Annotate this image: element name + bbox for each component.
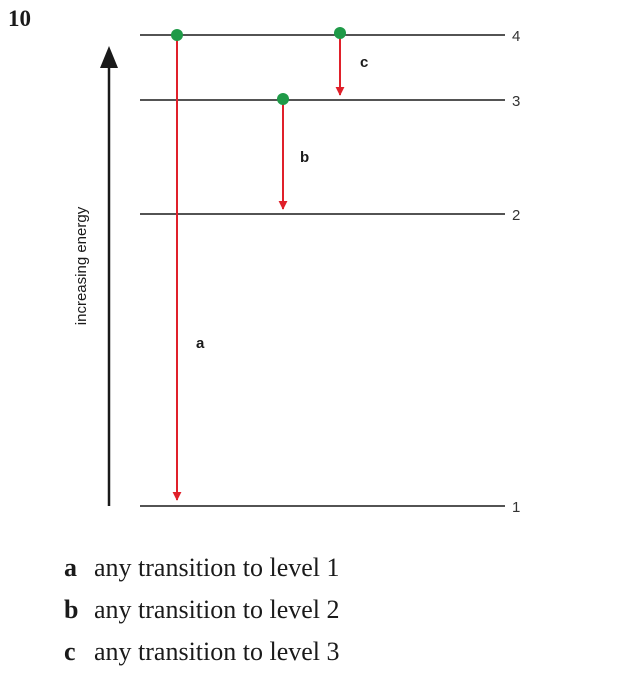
question-number: 10 (8, 6, 31, 31)
energy-level-label-1: 1 (512, 499, 520, 516)
answer-text: any transition to level 2 (94, 595, 340, 624)
energy-axis-arrowhead-icon (100, 46, 118, 68)
transition-a: a (171, 29, 205, 501)
answer-letter: a (64, 553, 77, 582)
energy-levels: 4 3 2 1 (140, 28, 520, 516)
energy-axis-label: increasing energy (73, 206, 90, 325)
transition-a-label: a (196, 335, 205, 352)
transition-b-label: b (300, 149, 309, 166)
answer-letter: b (64, 595, 79, 624)
answer-text: any transition to level 3 (94, 637, 340, 666)
energy-level-label-4: 4 (512, 28, 520, 45)
energy-level-label-2: 2 (512, 207, 520, 224)
transition-c-label: c (360, 54, 368, 71)
answer-text: any transition to level 1 (94, 553, 340, 582)
transition-c: c (334, 27, 368, 96)
transition-a-start-dot (171, 29, 183, 41)
transition-b-start-dot (277, 93, 289, 105)
energy-level-diagram: increasing energy 4 3 2 1 a b c (73, 27, 520, 516)
answer-letter: c (64, 637, 76, 666)
transition-c-start-dot (334, 27, 346, 39)
transition-b: b (277, 93, 309, 210)
answer-item-b: b any transition to level 2 (64, 591, 340, 633)
answer-item-a: a any transition to level 1 (64, 549, 340, 591)
energy-level-label-3: 3 (512, 93, 520, 110)
answer-list: a any transition to level 1 b any transiti… (64, 549, 340, 675)
answer-item-c: c any transition to level 3 (64, 633, 340, 675)
energy-axis: increasing energy (73, 46, 118, 506)
